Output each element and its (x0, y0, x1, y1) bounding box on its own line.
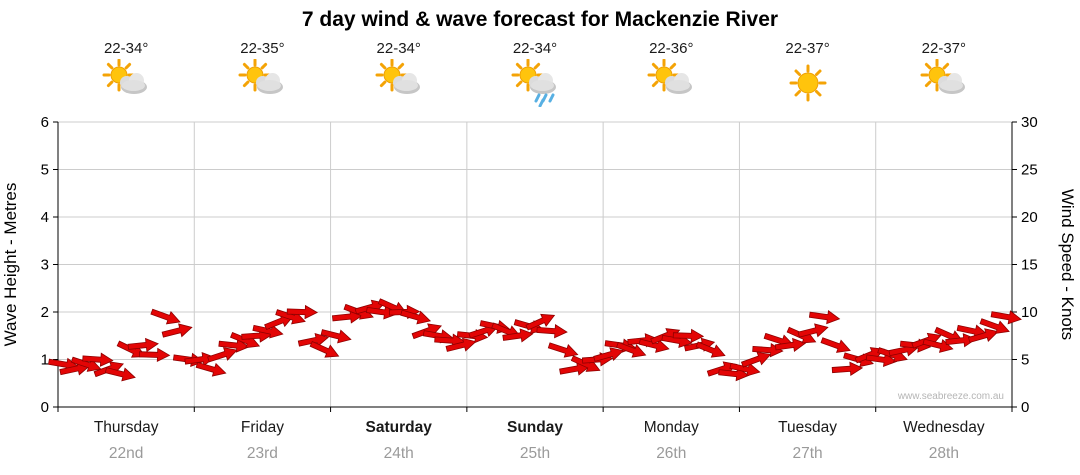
y-left-tick-label: 3 (41, 257, 49, 274)
day-forecast-thursday: 22-34° (71, 40, 181, 109)
wind-arrow (127, 337, 159, 353)
wind-arrow (865, 352, 898, 367)
wind-arrow (706, 361, 738, 377)
partly-cloudy-icon (889, 59, 999, 109)
wind-arrow (547, 342, 579, 358)
wind-arrow (502, 328, 534, 343)
wind-arrow (616, 341, 647, 358)
wind-arrow (82, 352, 114, 367)
wind-arrow (820, 337, 851, 353)
y-left-tick-label: 4 (41, 209, 49, 226)
day-forecast-wednesday: 22-37° (889, 40, 999, 109)
right-axis-title: Wind Speed - Knots (1058, 189, 1077, 340)
day-date-label: 26th (656, 445, 686, 462)
day-date-label: 23rd (247, 445, 278, 462)
page-title: 7 day wind & wave forecast for Mackenzie… (301, 8, 779, 31)
y-right-tick-label: 10 (1021, 304, 1038, 321)
wind-arrow (525, 313, 556, 331)
y-left-tick-label: 1 (41, 352, 49, 369)
day-date-label: 22nd (109, 445, 143, 462)
y-right-tick-label: 5 (1021, 352, 1029, 369)
day-name-label: Tuesday (778, 419, 837, 436)
wind-arrow (116, 340, 147, 358)
wind-arrow (536, 324, 568, 339)
wind-arrow (207, 347, 238, 363)
day-name-label: Friday (241, 419, 284, 436)
wind-arrow (967, 328, 999, 343)
day-name-label: Saturday (366, 419, 433, 436)
partly-cloudy-icon (616, 59, 726, 109)
y-right-tick-label: 25 (1021, 162, 1038, 179)
day-temp-range: 22-34° (103, 40, 149, 57)
wind-arrow (320, 329, 352, 344)
day-forecast-sunday: 22-34° (480, 40, 590, 109)
day-forecast-monday: 22-36° (616, 40, 726, 109)
day-temp-range: 22-35° (240, 40, 285, 57)
watermark: www.seabreeze.com.au (897, 391, 1004, 402)
wind-arrow (139, 347, 171, 363)
partly-cloudy-icon (344, 59, 454, 109)
wind-arrow (150, 308, 181, 325)
day-forecast-saturday: 22-34° (344, 40, 454, 109)
y-left-tick-label: 0 (41, 399, 49, 416)
wind-arrow (695, 341, 726, 358)
y-left-tick-label: 6 (41, 114, 49, 131)
wind-arrow (445, 337, 477, 352)
y-right-tick-label: 0 (1021, 399, 1029, 416)
showers-icon (480, 59, 590, 109)
wind-arrow (297, 332, 329, 347)
day-date-label: 28th (929, 445, 959, 462)
day-temp-range: 22-36° (649, 40, 694, 57)
wind-arrow (195, 361, 227, 377)
y-left-tick-label: 5 (41, 162, 49, 179)
y-right-tick-label: 30 (1021, 114, 1038, 131)
wind-arrow (774, 337, 807, 353)
day-temp-range: 22-34° (376, 40, 421, 57)
wind-arrow (400, 309, 432, 325)
wind-arrow (104, 367, 136, 382)
wind-arrow (218, 338, 250, 353)
day-date-label: 25th (520, 445, 550, 462)
wind-arrow (252, 324, 284, 339)
sunny-icon (753, 59, 863, 109)
y-left-tick-label: 2 (41, 304, 49, 321)
wind-arrow (922, 338, 954, 353)
wind-arrow (309, 340, 340, 358)
y-right-tick-label: 15 (1021, 257, 1038, 274)
y-right-tick-label: 20 (1021, 209, 1038, 226)
wind-arrow (831, 361, 864, 376)
day-temp-range: 22-37° (921, 40, 967, 57)
day-name-label: Monday (644, 419, 699, 436)
wind-arrow (797, 323, 829, 338)
day-name-label: Thursday (94, 419, 159, 436)
wind-arrow (729, 362, 761, 377)
wind-arrow (990, 310, 1022, 325)
wind-arrow (808, 310, 841, 325)
partly-cloudy-icon (71, 59, 181, 109)
wind-arrow (672, 328, 705, 344)
wind-arrow (945, 333, 977, 348)
day-date-label: 27th (792, 445, 822, 462)
day-temp-range: 22-37° (785, 40, 830, 57)
wind-arrow (286, 304, 319, 320)
day-temp-range: 22-34° (512, 40, 558, 57)
wind-arrow (70, 356, 102, 372)
day-name-label: Wednesday (903, 419, 985, 436)
wind-arrow (366, 305, 398, 320)
day-date-label: 24th (384, 445, 414, 462)
days-forecast-row: 22-34° 22-35° 22-34° 22-34° 22-36° 22-37° 22-3… (0, 0, 1080, 120)
partly-cloudy-icon (207, 59, 317, 109)
wind-arrow (979, 318, 1010, 334)
wind-arrow (638, 338, 670, 353)
wind-arrow (593, 347, 625, 362)
day-forecast-friday: 22-35° (207, 40, 317, 109)
left-axis-title: Wave Height - Metres (1, 183, 20, 347)
wind-arrow (354, 299, 386, 315)
day-forecast-tuesday: 22-37° (753, 40, 863, 109)
wind-arrow (741, 351, 772, 368)
wind-arrow (161, 323, 193, 338)
day-name-label: Sunday (507, 419, 563, 436)
